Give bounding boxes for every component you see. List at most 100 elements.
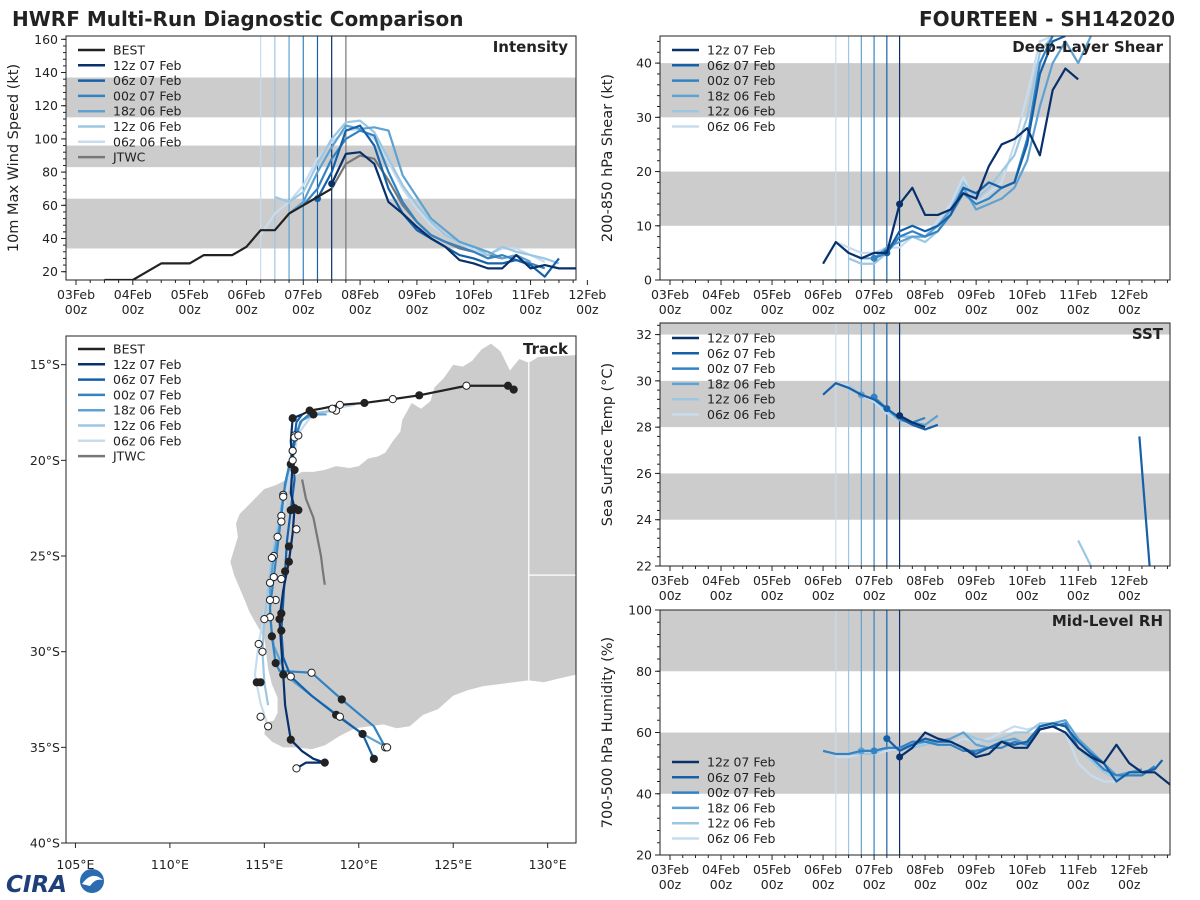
- legend-label-06z-06-feb: 06z 06 Feb: [113, 433, 182, 448]
- plot-area: [660, 323, 1170, 566]
- track-point-06z-06-feb: [265, 578, 275, 587]
- legend-label-12z-07-feb: 12z 07 Feb: [707, 331, 776, 346]
- track-point: [265, 595, 275, 605]
- track-point-best: [360, 398, 369, 408]
- series-line-06z-07-feb: [822, 382, 939, 431]
- lon-tick-label: 125°E: [434, 857, 472, 872]
- lon-tick-label: 120°E: [340, 857, 378, 872]
- legend-label-best: BEST: [113, 342, 145, 357]
- x-tick-label-hour: 00z: [812, 877, 835, 892]
- y-tick-label: 160: [34, 32, 58, 47]
- y-tick-label: 120: [34, 98, 58, 113]
- y-tick-label: 140: [34, 65, 58, 80]
- y-tick-label: 28: [636, 420, 652, 435]
- track-point: [294, 431, 303, 440]
- y-tick-label: 24: [636, 512, 652, 527]
- legend-label-12z-07-feb: 12z 07 Feb: [113, 58, 182, 73]
- x-tick-label-date: 11Feb: [1059, 862, 1097, 877]
- x-tick-label-date: 04Feb: [702, 862, 740, 877]
- x-tick-label-date: 11Feb: [1059, 287, 1097, 302]
- legend-label-12z-06-feb: 12z 06 Feb: [707, 104, 776, 119]
- x-tick-label-date: 03Feb: [651, 573, 689, 588]
- x-tick-label-date: 11Feb: [1059, 573, 1097, 588]
- track-point: [252, 678, 261, 687]
- track-point-12z-07-feb: [279, 670, 288, 679]
- x-tick-label-date: 07Feb: [855, 862, 893, 877]
- x-tick-label-hour: 00z: [761, 588, 784, 603]
- x-tick-label-hour: 00z: [965, 588, 988, 603]
- track-point-12z-06-feb: [260, 615, 269, 624]
- map-frame: [65, 335, 577, 844]
- legend-label-best: BEST: [113, 43, 145, 58]
- panel-sst: 22242628303203Feb00z04Feb00z05Feb00z06Fe…: [600, 322, 1171, 603]
- x-tick-label-hour: 00z: [710, 588, 733, 603]
- legend-label-00z-07-feb: 00z 07 Feb: [113, 88, 182, 103]
- lat-tick-label: 15°S: [30, 357, 60, 372]
- track-point-06z-07-feb: [277, 626, 286, 635]
- x-tick-label-date: 11Feb: [512, 287, 550, 302]
- legend-label-18z-06-feb: 18z 06 Feb: [707, 800, 776, 815]
- x-tick-label-date: 06Feb: [804, 573, 842, 588]
- legend-label-jtwc: JTWC: [112, 449, 146, 464]
- panel-track: 105°E 110°E 115°E 120°E 125°E 130°E 15°S 20°S 25…: [30, 335, 577, 872]
- x-tick-label-date: 12Feb: [1110, 287, 1148, 302]
- x-tick-label-hour: 00z: [914, 302, 937, 317]
- lat-tick-label: 30°S: [30, 644, 60, 659]
- lat-tick-label: 35°S: [30, 740, 60, 755]
- x-tick-label-date: 03Feb: [57, 287, 95, 302]
- x-tick-label-date: 10Feb: [1008, 287, 1046, 302]
- panel-rh: 2040608010003Feb00z04Feb00z05Feb00z06Feb…: [600, 603, 1171, 892]
- x-tick-label-date: 09Feb: [398, 287, 436, 302]
- y-tick-label: 100: [34, 131, 58, 146]
- x-tick-label-date: 09Feb: [957, 573, 995, 588]
- x-tick-label-hour: 00z: [406, 302, 429, 317]
- lon-tick-label: 110°E: [151, 857, 189, 872]
- y-tick-label: 30: [636, 110, 652, 125]
- y-tick-label: 40: [636, 786, 652, 801]
- legend-label-12z-06-feb: 12z 06 Feb: [113, 119, 182, 134]
- y-tick-label: 32: [636, 327, 652, 342]
- series-marker-12z-07-feb: [328, 180, 336, 188]
- x-tick-label-date: 07Feb: [284, 287, 322, 302]
- y-axis-label: Sea Surface Temp (°C): [600, 363, 616, 526]
- x-tick-label-hour: 00z: [1067, 877, 1090, 892]
- legend-label-18z-06-feb: 18z 06 Feb: [707, 88, 776, 103]
- shade-band: [660, 323, 1170, 335]
- x-tick-label-date: 07Feb: [855, 573, 893, 588]
- x-tick-label-hour: 00z: [863, 588, 886, 603]
- series-line-12z-07-feb: [899, 414, 926, 429]
- plot-frame: [659, 35, 1171, 281]
- x-tick-label-hour: 00z: [576, 302, 599, 317]
- x-tick-label-hour: 00z: [761, 877, 784, 892]
- x-tick-label-hour: 00z: [65, 302, 88, 317]
- legend-label-06z-06-feb: 06z 06 Feb: [707, 119, 776, 134]
- y-axis-label: 700-500 hPa Humidity (%): [600, 637, 616, 828]
- x-tick-label-hour: 00z: [349, 302, 372, 317]
- lat-tick-label: 25°S: [30, 549, 60, 564]
- x-tick-label-date: 05Feb: [753, 287, 791, 302]
- x-tick-label-date: 08Feb: [906, 287, 944, 302]
- series-marker-06z-07-feb: [883, 405, 891, 413]
- lat-tick-label: 20°S: [30, 453, 60, 468]
- x-tick-label-date: 05Feb: [753, 573, 791, 588]
- track-point: [277, 574, 286, 584]
- track-point-12z-07-feb: [286, 735, 295, 744]
- storm-id: FOURTEEN - SH142020: [919, 7, 1175, 31]
- legend-label-18z-06-feb: 18z 06 Feb: [707, 376, 776, 391]
- x-tick-label-date: 04Feb: [114, 287, 152, 302]
- track-point-06z-07-feb: [286, 506, 295, 515]
- track-point-06z-07-feb: [358, 729, 367, 739]
- track-point-best: [415, 391, 424, 400]
- x-tick-label-hour: 00z: [761, 302, 784, 317]
- x-tick-label-date: 03Feb: [651, 862, 689, 877]
- series-marker-06z-07-feb: [883, 735, 891, 743]
- legend-label-12z-06-feb: 12z 06 Feb: [113, 418, 182, 433]
- track-point-06z-06-feb: [288, 456, 297, 465]
- x-tick-label-date: 12Feb: [1110, 573, 1148, 588]
- legend-label-00z-07-feb: 00z 07 Feb: [707, 73, 776, 88]
- x-tick-label-hour: 00z: [812, 302, 835, 317]
- x-tick-label-hour: 00z: [965, 302, 988, 317]
- x-tick-label-hour: 00z: [863, 877, 886, 892]
- x-tick-label-hour: 00z: [659, 877, 682, 892]
